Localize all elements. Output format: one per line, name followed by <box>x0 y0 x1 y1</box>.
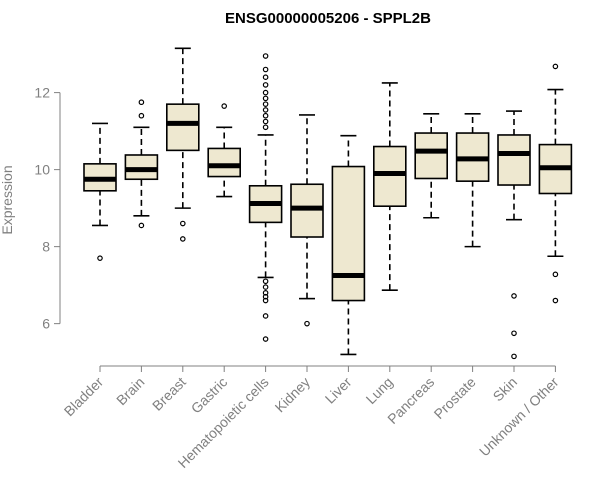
box-brain <box>124 99 159 229</box>
x-tick-label: Brain <box>113 374 147 408</box>
iqr-box <box>290 183 324 238</box>
outlier-point <box>262 53 269 59</box>
outlier-point <box>262 278 269 285</box>
outlier-point <box>262 89 269 96</box>
outlier-point <box>262 112 269 119</box>
box-hematopoietic-cells <box>248 53 283 342</box>
box-breast <box>166 47 200 242</box>
y-tick-label: 10 <box>34 162 50 178</box>
box-unknown-other <box>538 63 573 304</box>
outlier-point <box>511 330 517 337</box>
outlier-point <box>262 82 269 88</box>
box-liver <box>331 134 366 356</box>
outlier-point <box>262 124 269 131</box>
outlier-point <box>180 220 186 227</box>
outlier-point <box>262 95 269 102</box>
y-tick-label: 12 <box>34 85 50 101</box>
outlier-point <box>138 112 145 119</box>
iqr-box <box>207 147 241 178</box>
outlier-point <box>138 222 145 229</box>
x-tick-label: Bladder <box>61 374 107 420</box>
outlier-point <box>511 353 517 360</box>
outlier-point <box>97 255 103 261</box>
outlier-point <box>552 297 559 304</box>
outlier-point <box>511 293 517 299</box>
outlier-point <box>262 74 269 81</box>
y-axis-label: Expression <box>0 165 15 234</box>
box-lung <box>372 82 407 291</box>
outlier-point <box>262 101 269 107</box>
x-tick-label: Prostate <box>431 374 479 422</box>
iqr-box <box>372 145 407 208</box>
x-tick-label: Breast <box>149 374 189 414</box>
outlier-point <box>262 107 269 113</box>
iqr-box <box>124 154 159 181</box>
boxes-group <box>83 47 573 360</box>
outlier-point <box>262 313 269 319</box>
outlier-point <box>552 63 559 70</box>
outlier-point <box>262 66 269 73</box>
chart-title: ENSG00000005206 - SPPL2B <box>225 10 431 27</box>
outlier-point <box>262 297 269 304</box>
y-tick-label: 6 <box>42 316 50 332</box>
box-bladder <box>83 122 117 261</box>
x-tick-label: Unknown / Other <box>476 374 562 460</box>
outlier-point <box>138 99 145 106</box>
outlier-point <box>262 118 269 125</box>
outlier-point <box>552 271 559 278</box>
outlier-point <box>221 103 228 109</box>
outlier-point <box>180 236 186 242</box>
box-gastric <box>207 103 241 198</box>
iqr-box <box>414 132 449 180</box>
x-tick-label: Lung <box>363 374 396 407</box>
x-tick-label: Kidney <box>272 374 314 416</box>
x-tick-label: Skin <box>490 374 521 405</box>
box-pancreas <box>414 112 449 219</box>
box-kidney <box>290 114 324 327</box>
iqr-box <box>497 134 531 186</box>
outlier-point <box>262 336 269 342</box>
x-tick-label: Liver <box>322 374 355 407</box>
iqr-box <box>166 103 200 152</box>
iqr-box <box>331 165 366 302</box>
outlier-point <box>262 284 269 290</box>
outlier-point <box>304 320 310 327</box>
y-tick-label: 8 <box>42 239 50 255</box>
y-axis: 6 8 10 12 <box>34 85 61 332</box>
box-skin <box>497 110 531 360</box>
box-prostate <box>455 112 490 248</box>
